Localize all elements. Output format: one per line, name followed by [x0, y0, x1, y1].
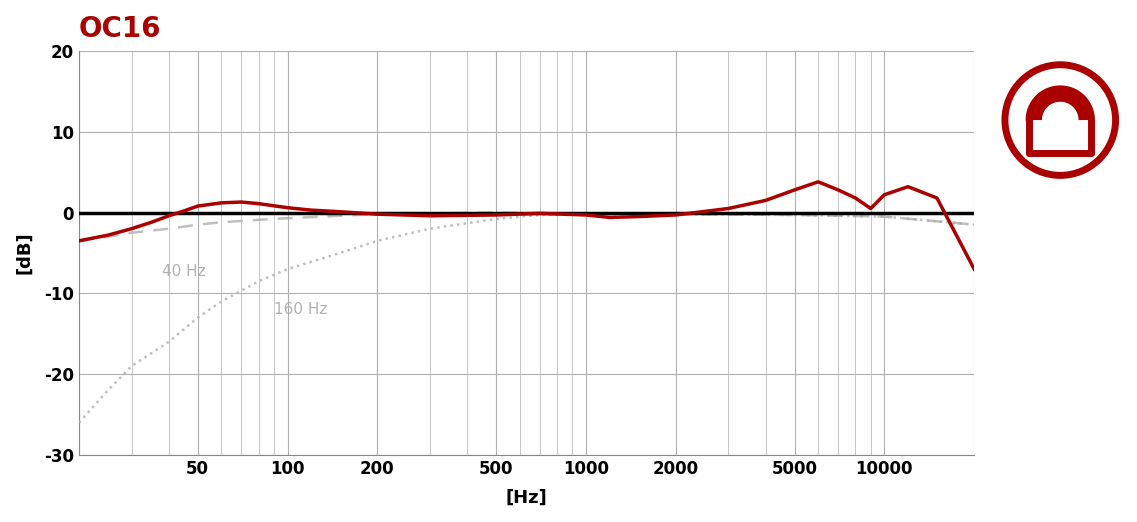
Text: 160 Hz: 160 Hz — [274, 302, 327, 316]
Text: 40 Hz: 40 Hz — [163, 264, 206, 279]
PathPatch shape — [1029, 89, 1092, 120]
X-axis label: [Hz]: [Hz] — [506, 489, 547, 507]
Y-axis label: [dB]: [dB] — [15, 232, 33, 274]
Polygon shape — [1043, 102, 1078, 120]
Text: OC16: OC16 — [78, 15, 161, 43]
